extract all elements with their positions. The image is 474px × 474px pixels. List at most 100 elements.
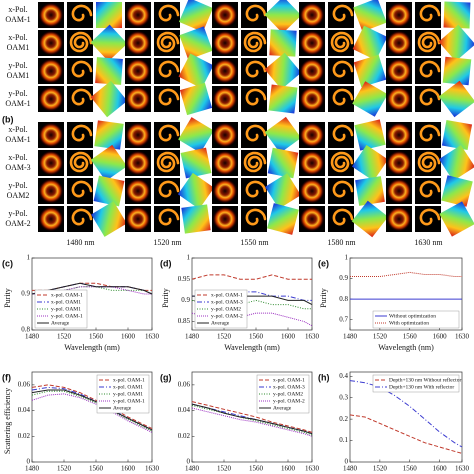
phase-tile [93,175,125,207]
intensity-ring [126,3,150,27]
phase-tile [265,173,301,209]
interference-spiral [332,180,354,198]
x-tick-label: 1480 [185,333,200,341]
intensity-ring [387,179,411,203]
intensity-ring [126,151,150,175]
interference-spiral [71,208,93,226]
legend-box [372,310,460,329]
phase-tile [438,24,474,62]
wavelength-label: 1480 nm [66,238,95,247]
intensity-ring [300,31,324,55]
panel-label: (f) [2,372,11,382]
x-tick-label: 1560 [403,465,418,473]
row-label-pol: x-Pol. [8,5,27,14]
x-tick-label: 1480 [343,465,358,473]
y-axis-label: Purity [319,288,328,308]
y-tick-label: 1 [345,254,349,262]
series-line [349,380,463,448]
interference-spiral [417,31,441,53]
x-tick-label: 1630 [145,465,160,473]
legend-label: x-pol. OAM-1 [211,292,243,298]
interference-spiral [330,151,354,173]
y-tick-label: 0.1 [339,436,348,444]
x-tick-label: 1600 [433,333,448,341]
panel-label: (h) [318,372,330,382]
panel-label: (b) [2,114,14,124]
series-line [191,312,313,327]
phase-tile [95,57,123,85]
legend-label: y-pol. OAM1 [113,391,143,397]
interference-spiral [158,180,180,198]
interference-spiral [332,208,354,226]
legend-box [372,374,460,393]
interference-spiral [71,60,93,78]
y-tick-label: 1 [187,254,191,262]
x-tick-label: 1600 [281,333,296,341]
interference-spiral [71,124,93,142]
legend-label: y-pol. OAM2 [211,306,241,312]
intensity-ring [39,123,63,147]
legend-label: Average [273,405,292,411]
phase-tile [179,26,213,60]
series-line [191,299,312,310]
phase-tile [353,0,387,32]
x-axis-label: Wavelength (nm) [378,343,434,352]
intensity-ring [126,31,150,55]
x-tick-label: 1480 [25,333,40,341]
phase-tile [438,80,474,118]
x-tick-label: 1630 [305,333,320,341]
phase-tile [264,0,302,34]
row-label-mode: OAM-1 [5,135,30,144]
intensity-ring [387,59,411,83]
legend-box [96,374,150,414]
phase-tile [268,84,298,114]
y-tick-label: 0 [345,458,349,466]
legend-label: x-pol. OAM-3 [211,299,243,305]
phase-tile [178,117,214,153]
intensity-ring [213,207,237,231]
interference-spiral [417,151,441,173]
legend-label: With optimization [389,320,429,326]
interference-spiral [245,88,267,106]
x-tick-label: 1480 [25,465,40,473]
series-line [31,384,153,430]
y-axis-label: Purity [3,288,12,308]
series-line [31,389,153,431]
x-tick-label: 1600 [121,465,136,473]
intensity-ring [300,179,324,203]
interference-spiral [419,4,441,22]
legend-label: y-pol. OAM-2 [273,398,305,404]
interference-spiral [332,88,354,106]
phase-tile [180,147,212,179]
row-label-mode: OAM2 [7,191,30,200]
intensity-ring [126,87,150,111]
x-tick-label: 1600 [433,465,448,473]
legend-label: Without optimization [389,313,436,319]
x-tick-label: 1480 [185,465,200,473]
y-tick-label: 1 [27,254,31,262]
intensity-ring [126,179,150,203]
legend-label: x-pol. OAM-1 [273,377,305,383]
phase-tile [177,172,215,210]
legend-label: x-pol. OAM1 [51,299,81,305]
row-label-pol: x-Pol. [8,125,27,134]
interference-spiral [245,4,267,22]
phase-tile [264,116,302,154]
intensity-ring [126,123,150,147]
phase-tile [352,81,388,117]
y-tick-label: 0.8 [339,295,348,303]
intensity-ring [126,59,150,83]
intensity-ring [213,59,237,83]
wavelength-label: 1580 nm [327,238,356,247]
wavelength-label: 1550 nm [240,238,269,247]
intensity-ring [387,123,411,147]
x-tick-label: 1520 [373,465,388,473]
interference-spiral [158,4,180,22]
y-tick-label: 0.2 [339,415,348,423]
phase-tile [351,200,389,238]
row-label-pol: y-Pol. [8,181,27,190]
legend-label: y-pol. OAM2 [273,391,303,397]
x-tick-label: 1630 [305,465,320,473]
series-line [31,393,153,433]
intensity-ring [300,207,324,231]
